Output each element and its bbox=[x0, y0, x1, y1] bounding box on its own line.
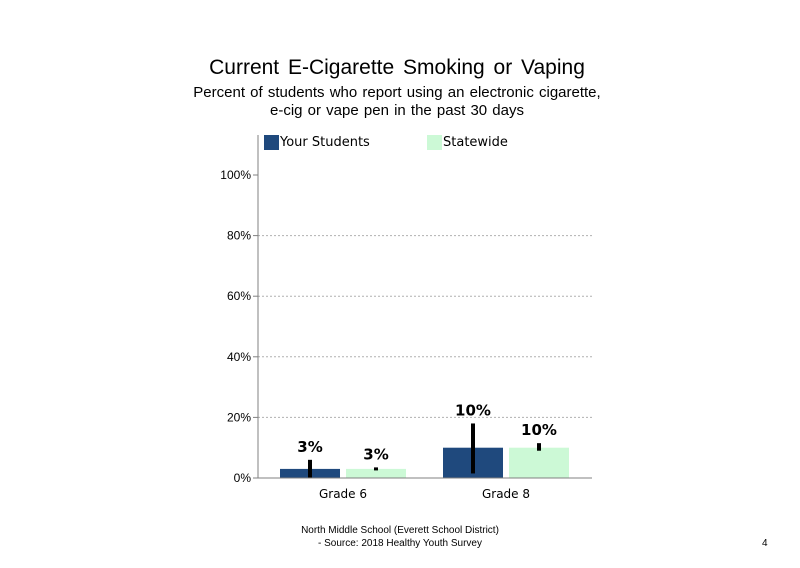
footer-school: North Middle School (Everett School Dist… bbox=[301, 525, 499, 536]
legend-item-statewide: Statewide bbox=[427, 133, 508, 151]
chart-title: Current E-Cigarette Smoking or Vaping bbox=[209, 56, 585, 79]
legend-item-your-students: Your Students bbox=[264, 133, 370, 151]
y-tick-label-80: 80% bbox=[227, 229, 251, 243]
y-tick-label-20: 20% bbox=[227, 410, 251, 424]
x-tick-label-1: Grade 8 bbox=[482, 487, 530, 501]
legend-swatch-statewide bbox=[427, 134, 442, 150]
footer-source: - Source: 2018 Healthy Youth Survey bbox=[318, 538, 482, 549]
chart-subtitle-line-1: Percent of students who report using an … bbox=[193, 84, 601, 101]
page-number: 4 bbox=[762, 538, 768, 549]
data-label-statewide-0: 3% bbox=[363, 445, 388, 463]
y-tick-label-0: 0% bbox=[234, 471, 252, 485]
legend-label-your-students: Your Students bbox=[280, 134, 370, 150]
y-tick-label-40: 40% bbox=[227, 350, 251, 364]
chart-subtitle-line-2: e-cig or vape pen in the past 30 days bbox=[270, 102, 524, 119]
y-tick-label-60: 60% bbox=[227, 289, 251, 303]
legend-label-statewide: Statewide bbox=[443, 134, 508, 150]
y-tick-label-100: 100% bbox=[220, 168, 251, 182]
data-label-your-students-1: 10% bbox=[455, 401, 491, 419]
x-tick-label-0: Grade 6 bbox=[319, 487, 367, 501]
bar-statewide-0 bbox=[346, 468, 406, 478]
bar-statewide-1 bbox=[509, 447, 569, 478]
data-label-statewide-1: 10% bbox=[521, 421, 557, 439]
legend-swatch-your-students bbox=[264, 134, 279, 150]
data-label-your-students-0: 3% bbox=[297, 438, 322, 456]
